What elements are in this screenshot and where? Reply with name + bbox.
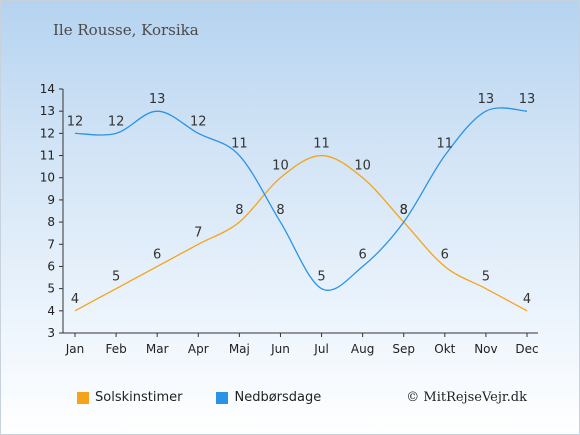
data-label-rain: 5 <box>317 270 325 285</box>
legend-label-rain: Nedbørsdage <box>234 390 322 405</box>
x-tick-label: Mar <box>146 342 169 356</box>
x-tick-label: Apr <box>188 342 209 356</box>
data-label-sun: 4 <box>71 292 79 307</box>
y-tick-label: 13 <box>40 104 55 118</box>
data-label-sun: 11 <box>313 137 330 152</box>
data-label-rain: 13 <box>149 92 166 107</box>
y-tick-label: 11 <box>40 149 55 163</box>
credit-text: © MitRejseVejr.dk <box>406 390 527 405</box>
x-tick-label: Nov <box>474 342 497 356</box>
data-label-rain: 13 <box>478 92 495 107</box>
legend: Solskinstimer Nedbørsdage <box>77 390 355 405</box>
x-tick-label: Sep <box>392 342 415 356</box>
x-tick-label: Feb <box>105 342 126 356</box>
data-label-sun: 6 <box>441 247 449 262</box>
data-label-sun: 8 <box>235 203 243 218</box>
data-label-sun: 5 <box>482 270 490 285</box>
x-tick-label: Dec <box>515 342 538 356</box>
x-tick-label: Jul <box>313 342 328 356</box>
y-tick-label: 6 <box>47 259 55 273</box>
data-label-sun: 4 <box>523 292 531 307</box>
legend-swatch-sun <box>77 391 89 404</box>
y-tick-label: 9 <box>47 193 55 207</box>
y-tick-label: 4 <box>47 304 55 318</box>
data-label-rain: 8 <box>276 203 284 218</box>
data-label-sun: 6 <box>153 247 161 262</box>
y-tick-label: 14 <box>40 82 55 96</box>
data-label-rain: 12 <box>108 114 125 129</box>
series-line-rain <box>74 107 528 291</box>
y-tick-label: 7 <box>47 237 55 251</box>
data-label-rain: 11 <box>437 137 454 152</box>
y-tick-label: 8 <box>47 215 55 229</box>
y-tick-label: 12 <box>40 126 55 140</box>
data-label-rain: 12 <box>190 114 207 129</box>
data-label-rain: 6 <box>358 247 366 262</box>
x-tick-label: Jun <box>270 342 290 356</box>
legend-swatch-rain <box>216 391 229 404</box>
data-label-sun: 10 <box>354 159 371 174</box>
data-label-rain: 8 <box>400 203 408 218</box>
legend-label-sun: Solskinstimer <box>95 390 183 405</box>
legend-item-rain: Nedbørsdage <box>216 390 321 405</box>
series-line-sun <box>74 154 528 312</box>
x-tick-label: Jan <box>65 342 85 356</box>
x-tick-label: Okt <box>434 342 455 356</box>
data-label-sun: 8 <box>400 203 408 218</box>
legend-item-sun: Solskinstimer <box>77 390 182 405</box>
data-label-sun: 7 <box>194 225 202 240</box>
data-label-rain: 11 <box>231 137 248 152</box>
y-tick-label: 5 <box>47 282 55 296</box>
y-tick-label: 10 <box>40 171 55 185</box>
data-label-sun: 10 <box>272 159 289 174</box>
y-tick-label: 3 <box>47 326 55 340</box>
x-tick-label: Aug <box>351 342 374 356</box>
chart-subtitle: Ile Rousse, Korsika <box>53 21 199 39</box>
data-label-sun: 5 <box>112 270 120 285</box>
x-tick-label: Maj <box>229 342 250 356</box>
data-label-rain: 13 <box>519 92 536 107</box>
data-label-rain: 12 <box>67 114 84 129</box>
